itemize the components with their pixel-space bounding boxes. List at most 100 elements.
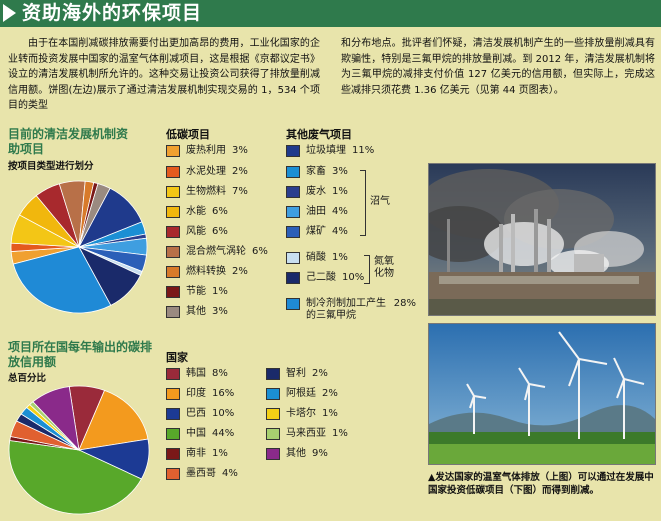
legend-label: 中国: [186, 428, 206, 439]
country-legend-item: 智利 2%: [266, 368, 328, 380]
country-legend-item: 巴西 10%: [166, 408, 234, 420]
legend-label: 废热利用: [186, 145, 226, 156]
legend-value: 16%: [212, 388, 235, 399]
legend-label: 印度: [186, 388, 206, 399]
legend-value: 1%: [332, 428, 348, 439]
legend-value: 4%: [332, 206, 348, 217]
legend-swatch: [166, 388, 180, 400]
legend-value: 10%: [212, 408, 235, 419]
other-gas-heading: 其他废气项目: [286, 128, 352, 141]
legend-swatch: [286, 206, 300, 218]
other-gas-legend-item: 己二酸 10%: [286, 272, 364, 284]
country-legend-item: 印度 16%: [166, 388, 234, 400]
project-type-pie-chart: [10, 180, 148, 314]
country-legend-item: 南非 1%: [166, 448, 228, 460]
legend-value: 3%: [332, 166, 348, 177]
other-gas-legend-item: 油田 4%: [286, 206, 348, 218]
legend-swatch: [166, 145, 180, 157]
country-slice: [8, 440, 142, 515]
legend-label: 风能: [186, 226, 206, 237]
legend-swatch: [266, 408, 280, 420]
chart1-subtitle: 按项目类型进行划分: [8, 161, 94, 172]
legend-value: 10%: [342, 272, 365, 283]
methane-brace: [360, 170, 366, 236]
legend-label: 智利: [286, 368, 306, 379]
legend-label: 巴西: [186, 408, 206, 419]
legend-label: 生物燃料: [186, 186, 226, 197]
photo-caption: ▲发达国家的温室气体排放（上图）可以通过在发展中国家投资低碳项目（下图）而得到削…: [428, 472, 654, 496]
legend-swatch: [266, 448, 280, 460]
chart1-title: 目前的清洁发展机制资助项目: [8, 127, 129, 156]
legend-label: 己二酸: [306, 272, 336, 283]
legend-swatch: [166, 428, 180, 440]
legend-swatch: [166, 306, 180, 318]
legend-value: 44%: [212, 428, 235, 439]
legend-swatch: [166, 186, 180, 198]
legend-swatch: [286, 166, 300, 178]
legend-label: 混合燃气涡轮: [186, 246, 246, 257]
low-carbon-legend-item: 水能 6%: [166, 206, 228, 218]
low-carbon-legend-item: 燃料转换 2%: [166, 266, 248, 278]
legend-swatch: [286, 186, 300, 198]
chart2-title: 项目所在国每年输出的碳排放信用额: [8, 340, 153, 369]
legend-value: 7%: [232, 186, 248, 197]
legend-label: 燃料转换: [186, 266, 226, 277]
legend-label: 墨西哥: [186, 468, 216, 479]
other-gas-legend-item: 煤矿 4%: [286, 226, 348, 238]
play-arrow-icon: [3, 4, 16, 22]
legend-swatch: [166, 206, 180, 218]
legend-label: 其他: [186, 306, 206, 317]
legend-value: 4%: [332, 226, 348, 237]
power-plant-photo: [428, 163, 656, 316]
legend-label: 油田: [306, 206, 326, 217]
country-legend-item: 马来西亚 1%: [266, 428, 348, 440]
low-carbon-legend-item: 混合燃气涡轮 6%: [166, 246, 268, 258]
legend-label: 南非: [186, 448, 206, 459]
legend-value: 2%: [232, 266, 248, 277]
country-legend-item: 墨西哥 4%: [166, 468, 238, 480]
legend-value: 6%: [212, 206, 228, 217]
legend-swatch: [166, 266, 180, 278]
legend-label: 阿根廷: [286, 388, 316, 399]
country-legend-item: 其他 9%: [266, 448, 328, 460]
legend-swatch: [166, 286, 180, 298]
legend-label: 水泥处理: [186, 166, 226, 177]
project-type-slice: [12, 246, 112, 314]
low-carbon-legend-item: 其他 3%: [166, 306, 228, 318]
legend-label: 硝酸: [306, 252, 326, 263]
legend-value: 1%: [212, 448, 228, 459]
intro-text-right: 和分布地点。批评者们怀疑，清洁发展机制产生的一些排放量削减具有欺骗性，特别是三氟…: [341, 38, 655, 96]
legend-swatch: [166, 468, 180, 480]
nitrous-brace: [364, 255, 370, 284]
intro-text-left: 由于在本国削减碳排放需要付出更加高昂的费用，工业化国家的企业转而投资发展中国家的…: [8, 38, 320, 111]
legend-label: 垃圾填埋: [306, 145, 346, 156]
legend-value: 2%: [232, 166, 248, 177]
legend-label: 韩国: [186, 368, 206, 379]
country-legend-item: 中国 44%: [166, 428, 234, 440]
legend-label: 节能: [186, 286, 206, 297]
legend-value: 3%: [232, 145, 248, 156]
country-legend-item: 卡塔尔 1%: [266, 408, 338, 420]
legend-value: 3%: [212, 306, 228, 317]
legend-label: 制冷剂制加工产生的三氟甲烷: [306, 298, 386, 321]
legend-label: 水能: [186, 206, 206, 217]
legend-swatch: [286, 145, 300, 157]
legend-value: 2%: [322, 388, 338, 399]
legend-label: 其他: [286, 448, 306, 459]
page-title: 资助海外的环保项目: [22, 2, 203, 24]
legend-value: 1%: [322, 408, 338, 419]
legend-label: 马来西亚: [286, 428, 326, 439]
legend-value: 2%: [312, 368, 328, 379]
legend-swatch: [266, 388, 280, 400]
other-gas-legend-item: 垃圾填埋 11%: [286, 145, 374, 157]
legend-label: 煤矿: [306, 226, 326, 237]
country-legend-item: 韩国 8%: [166, 368, 228, 380]
legend-swatch: [266, 368, 280, 380]
legend-swatch: [286, 272, 300, 284]
other-gas-legend-item: 硝酸 1%: [286, 252, 348, 264]
low-carbon-legend-item: 节能 1%: [166, 286, 228, 298]
nitrous-group-label: 氮氧化物: [374, 256, 394, 279]
legend-value: 11%: [352, 145, 375, 156]
chart2-subtitle: 总百分比: [8, 373, 47, 384]
countries-heading: 国家: [166, 351, 188, 364]
